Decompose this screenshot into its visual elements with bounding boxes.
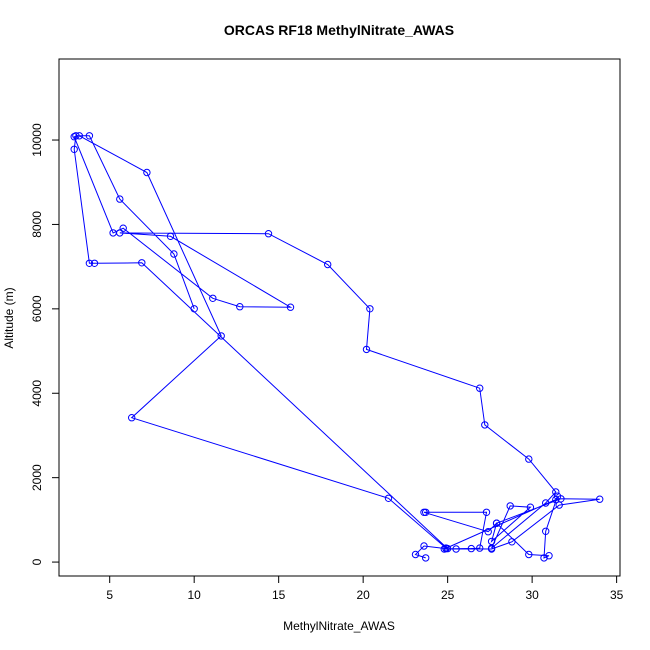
data-point — [487, 544, 496, 552]
data-point — [526, 503, 535, 511]
data-point — [545, 552, 553, 560]
data-point — [217, 332, 225, 340]
data-point — [476, 544, 484, 552]
data-point — [109, 229, 117, 237]
data-point — [467, 544, 475, 553]
data-point — [286, 303, 295, 311]
data-point — [72, 132, 80, 140]
data-point — [119, 224, 127, 232]
data-point — [552, 488, 560, 496]
data-point — [422, 554, 430, 562]
data-point — [366, 305, 374, 313]
x-tick-label: 20 — [356, 588, 370, 602]
data-point — [508, 538, 516, 546]
data-point — [75, 132, 84, 140]
series-layer — [70, 132, 604, 562]
y-tick-label: 8000 — [30, 211, 44, 238]
y-tick-label: 4000 — [30, 380, 44, 407]
data-point — [264, 230, 273, 238]
data-point — [422, 508, 430, 516]
y-tick-label: 6000 — [30, 295, 44, 322]
data-point — [481, 421, 489, 429]
y-tick-label: 0 — [30, 558, 44, 565]
data-point — [324, 260, 332, 269]
y-axis: 0 2000 4000 6000 8000 10000 — [30, 123, 60, 565]
data-point — [542, 499, 550, 507]
x-axis: 5 10 15 20 25 30 35 — [106, 575, 624, 602]
plot-frame — [58, 58, 621, 577]
x-tick-label: 35 — [610, 588, 624, 602]
data-point — [170, 250, 178, 258]
data-point — [166, 232, 175, 241]
data-point — [90, 259, 99, 267]
data-point — [552, 495, 560, 504]
data-point — [128, 414, 136, 422]
data-point — [209, 294, 217, 302]
chart-title: ORCAS RF18 MethylNitrate_AWAS — [224, 22, 454, 38]
data-point — [362, 345, 371, 354]
data-point — [596, 495, 604, 503]
data-point — [190, 305, 198, 313]
data-point — [492, 519, 501, 527]
x-tick-label: 30 — [525, 588, 539, 602]
y-tick-label: 10000 — [30, 123, 44, 157]
x-tick-label: 10 — [188, 588, 202, 602]
data-point — [85, 132, 94, 140]
y-axis-label: Altitude (m) — [2, 287, 16, 348]
data-point — [542, 527, 550, 535]
data-point — [420, 542, 428, 550]
data-point — [138, 259, 146, 267]
x-axis-label: MethylNitrate_AWAS — [283, 619, 395, 633]
data-point — [443, 544, 452, 553]
data-point — [116, 195, 124, 203]
x-tick-label: 25 — [441, 588, 455, 602]
data-point — [70, 145, 78, 154]
series-line — [73, 135, 600, 559]
data-point — [525, 550, 533, 559]
data-point — [506, 502, 514, 510]
data-point — [476, 384, 484, 392]
data-point — [384, 494, 393, 502]
data-point — [482, 508, 491, 516]
x-tick-label: 5 — [106, 588, 113, 602]
data-point — [85, 259, 94, 267]
data-point — [540, 554, 548, 562]
x-tick-label: 15 — [272, 588, 286, 602]
data-point — [525, 455, 533, 463]
data-point — [236, 303, 244, 311]
data-point — [452, 545, 460, 553]
data-point — [484, 528, 492, 536]
data-point — [411, 550, 420, 559]
data-point — [143, 168, 151, 177]
y-tick-label: 2000 — [30, 464, 44, 491]
data-point — [553, 492, 562, 500]
